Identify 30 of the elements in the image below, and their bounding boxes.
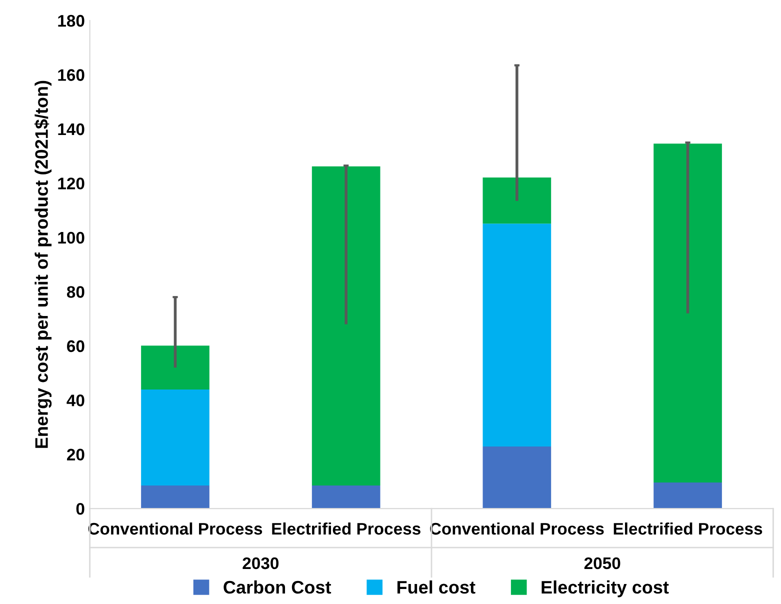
bar [312,486,380,509]
y-tick-label: 20 [66,448,84,461]
x-tick-label: Electrified Process [614,522,762,535]
y-tick-label: 120 [58,178,84,190]
bar [482,224,552,446]
text: 2030 [242,557,279,570]
bar [482,446,552,509]
y-tick-label: 40 [66,394,84,406]
bar [654,144,722,483]
bar [654,482,722,509]
text: 2050 [584,557,620,570]
y-tick-label: 0 [76,502,84,515]
bar [141,346,210,390]
x-tick-label: Conventional Process [430,522,604,535]
bar [482,178,552,224]
legend-label: Electricity cost [542,580,669,598]
legend-label: Carbon Cost [224,580,332,594]
y-axis-title: Energy cost per unit of product (2021$/ton) [34,80,52,448]
y-tick-label: 100 [58,232,84,244]
bar [312,166,380,486]
y-tick-label: 80 [66,286,84,298]
x-tick-label: Conventional Process [88,522,262,535]
bar [141,486,210,509]
legend-label: Fuel cost [397,580,476,594]
y-tick-label: 60 [67,340,84,352]
x-tick-label: Electrified Process [272,522,420,535]
y-tick-label: 160 [58,69,84,81]
bar [141,390,210,486]
y-tick-label: 140 [58,123,84,136]
y-tick-label: 180 [58,14,84,27]
